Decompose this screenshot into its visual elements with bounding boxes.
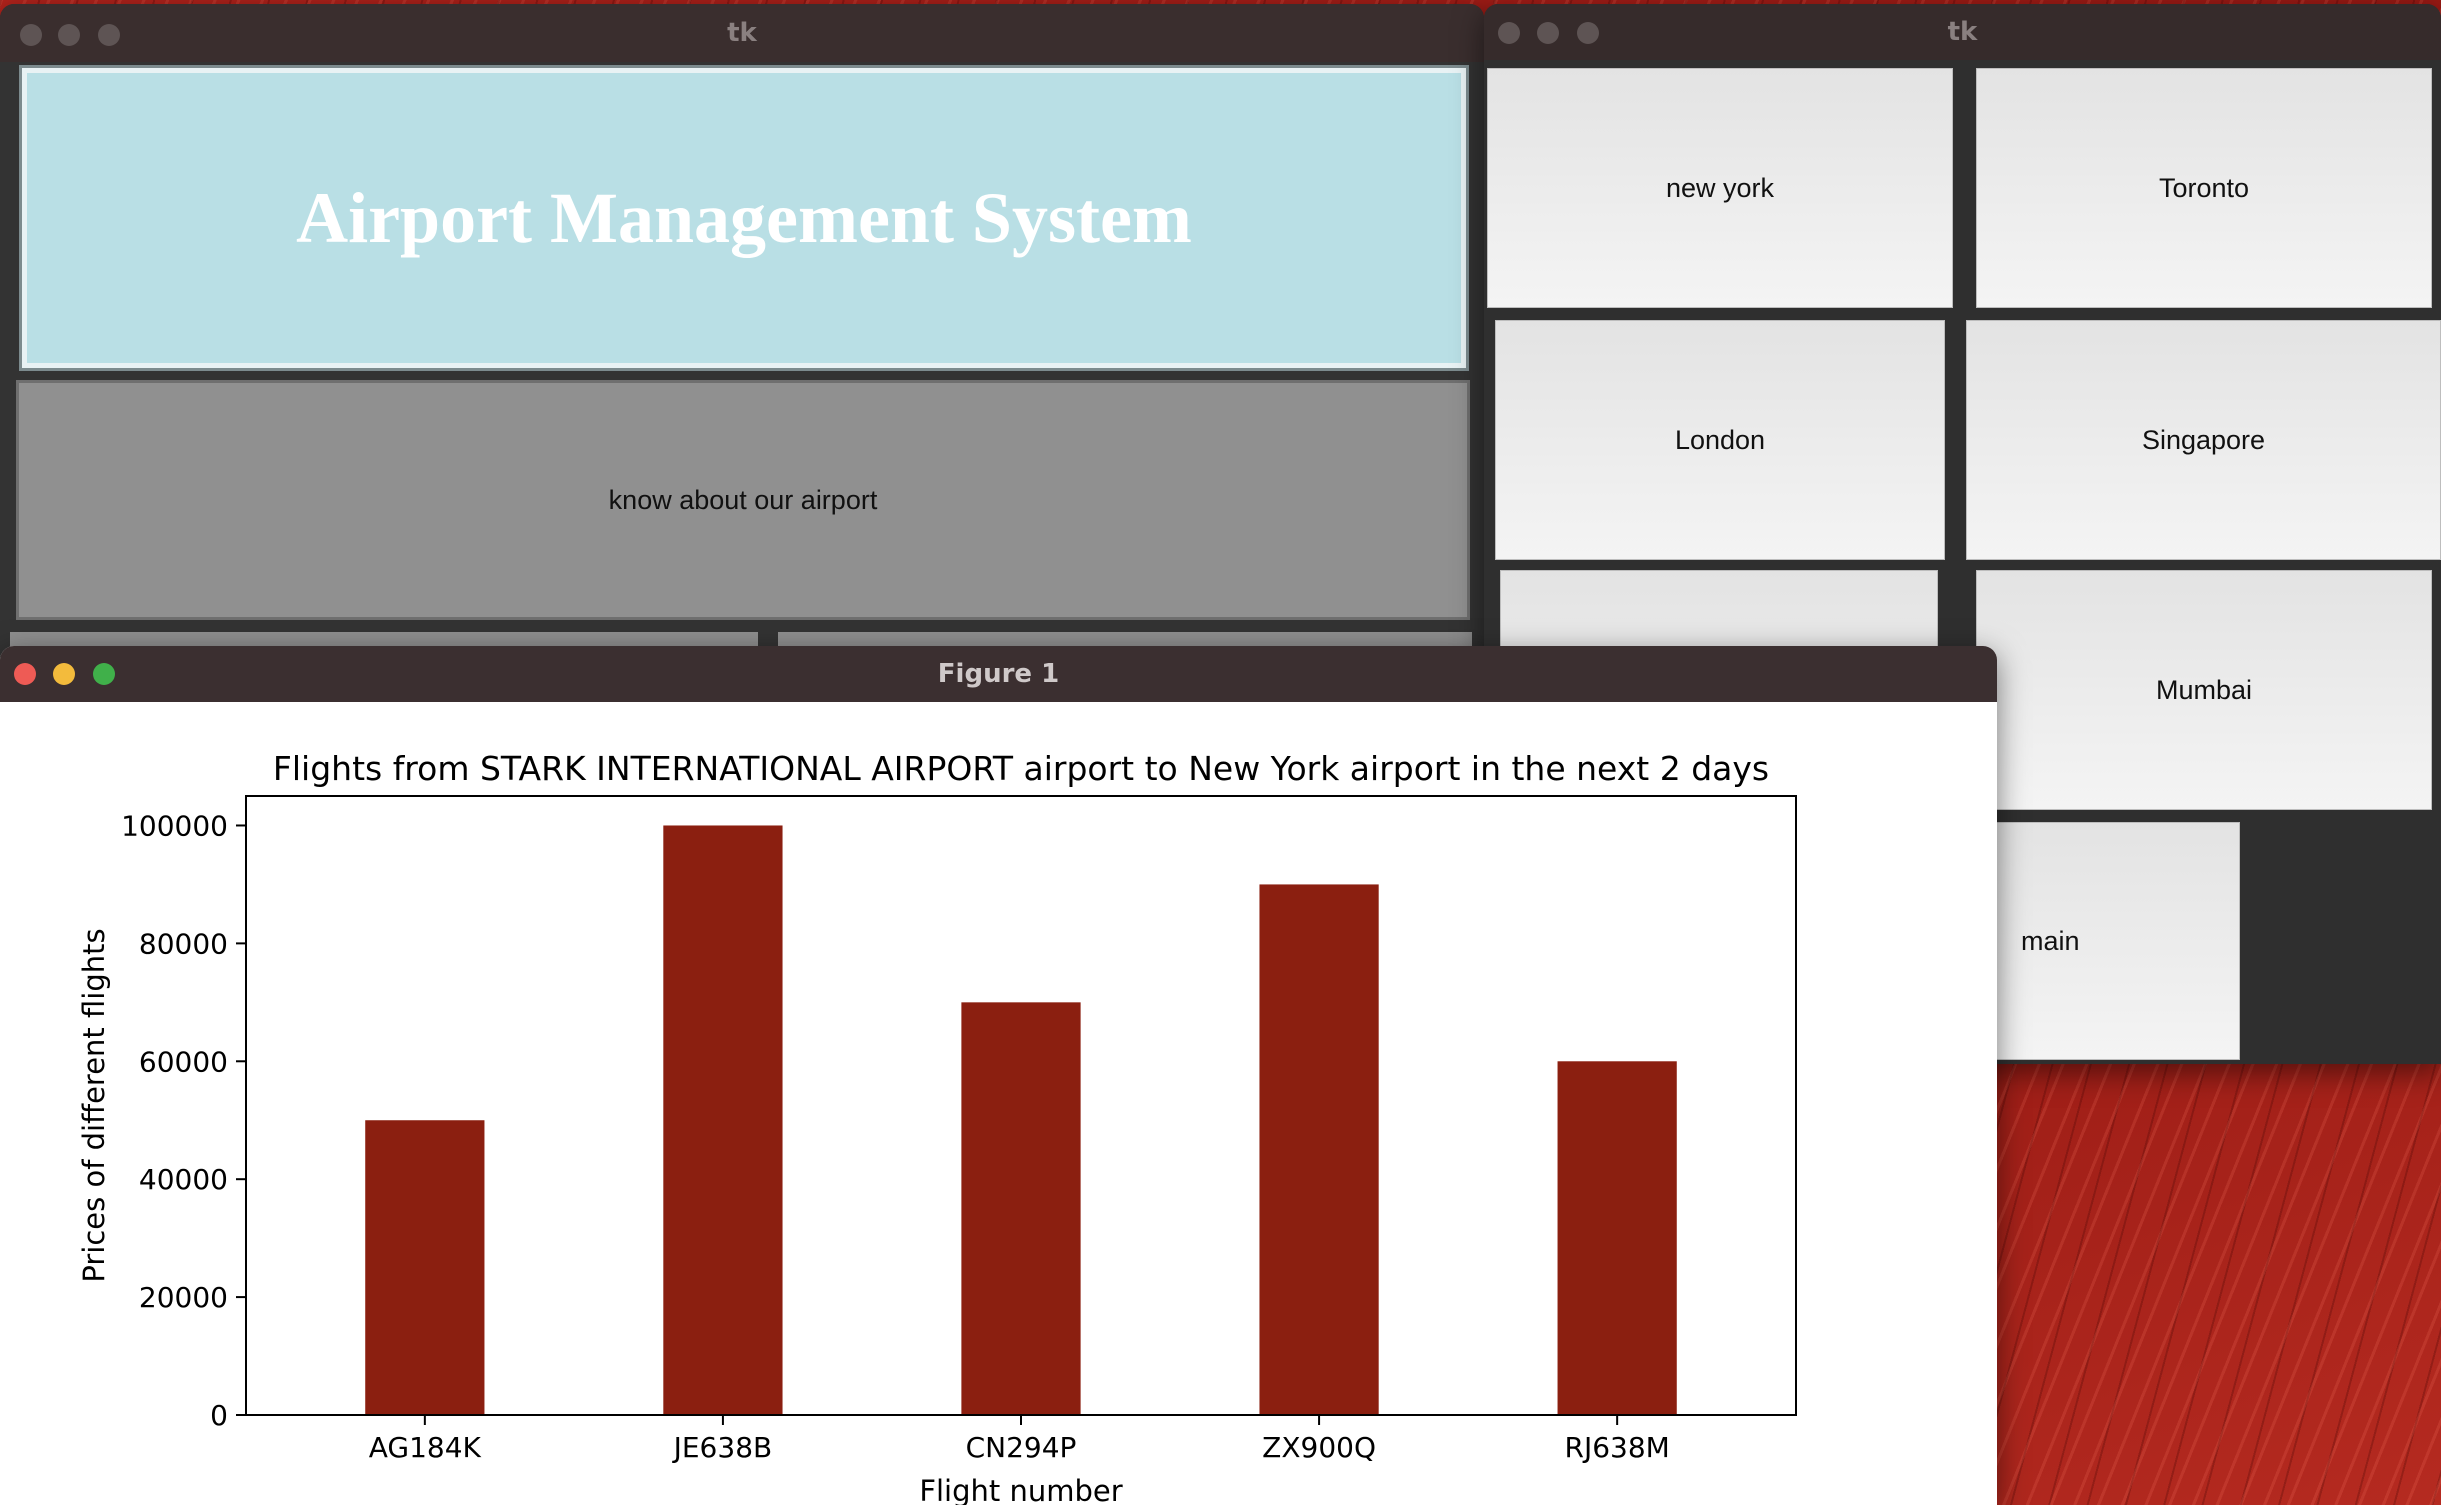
y-tick-label: 100000	[121, 809, 228, 842]
heading-panel: Airport Management System	[19, 65, 1469, 371]
x-tick-label: CN294P	[966, 1431, 1077, 1464]
city-button-mumbai[interactable]: Mumbai	[1976, 570, 2432, 810]
close-window-icon[interactable]	[20, 24, 42, 46]
minimize-window-icon[interactable]	[58, 24, 80, 46]
zoom-window-icon[interactable]	[1577, 22, 1599, 44]
y-tick-label: 60000	[139, 1045, 228, 1078]
page-title: Airport Management System	[296, 177, 1192, 258]
bar-cn294p	[961, 1002, 1081, 1415]
minimize-window-icon[interactable]	[1537, 22, 1559, 44]
main-window-title: tk	[727, 18, 757, 48]
city-button-toronto[interactable]: Toronto	[1976, 68, 2432, 308]
close-window-icon[interactable]	[14, 663, 36, 685]
main-window-titlebar[interactable]: tk	[0, 4, 1484, 62]
x-axis-label: Flight number	[919, 1474, 1122, 1505]
figure-window: Figure 1 Flights from STARK INTERNATIONA…	[0, 646, 1997, 1505]
city-button-singapore[interactable]: Singapore	[1966, 320, 2441, 560]
figure-window-titlebar[interactable]: Figure 1	[0, 646, 1997, 702]
y-axis-label: Prices of different flights	[77, 928, 111, 1282]
minimize-window-icon[interactable]	[53, 663, 75, 685]
y-tick-label: 0	[210, 1399, 228, 1432]
city-button-london[interactable]: London	[1495, 320, 1945, 560]
figure-window-title: Figure 1	[937, 659, 1060, 689]
y-tick-label: 80000	[139, 927, 228, 960]
bar-je638b	[663, 825, 783, 1415]
bar-ag184k	[365, 1120, 485, 1415]
zoom-window-icon[interactable]	[93, 663, 115, 685]
close-window-icon[interactable]	[1498, 22, 1520, 44]
axes-frame	[245, 795, 1797, 1416]
cities-window-titlebar[interactable]: tk	[1484, 4, 2441, 60]
cities-window-title: tk	[1947, 17, 1978, 47]
y-tick-label: 40000	[139, 1163, 228, 1196]
city-button-new-york[interactable]: new york	[1487, 68, 1953, 308]
x-tick-label: ZX900Q	[1262, 1431, 1376, 1464]
y-tick-label: 20000	[139, 1281, 228, 1314]
bar-rj638m	[1557, 1061, 1677, 1415]
know-about-airport-button[interactable]: know about our airport	[16, 380, 1470, 620]
bar-chart: Flights from STARK INTERNATIONAL AIRPORT…	[77, 749, 1797, 1505]
x-tick-label: JE638B	[672, 1431, 773, 1464]
x-tick-label: RJ638M	[1564, 1431, 1669, 1464]
bar-zx900q	[1259, 884, 1379, 1415]
main-tk-window: tk Airport Management System know about …	[0, 4, 1484, 704]
chart-title: Flights from STARK INTERNATIONAL AIRPORT…	[273, 749, 1769, 788]
x-tick-label: AG184K	[369, 1431, 482, 1464]
zoom-window-icon[interactable]	[98, 24, 120, 46]
